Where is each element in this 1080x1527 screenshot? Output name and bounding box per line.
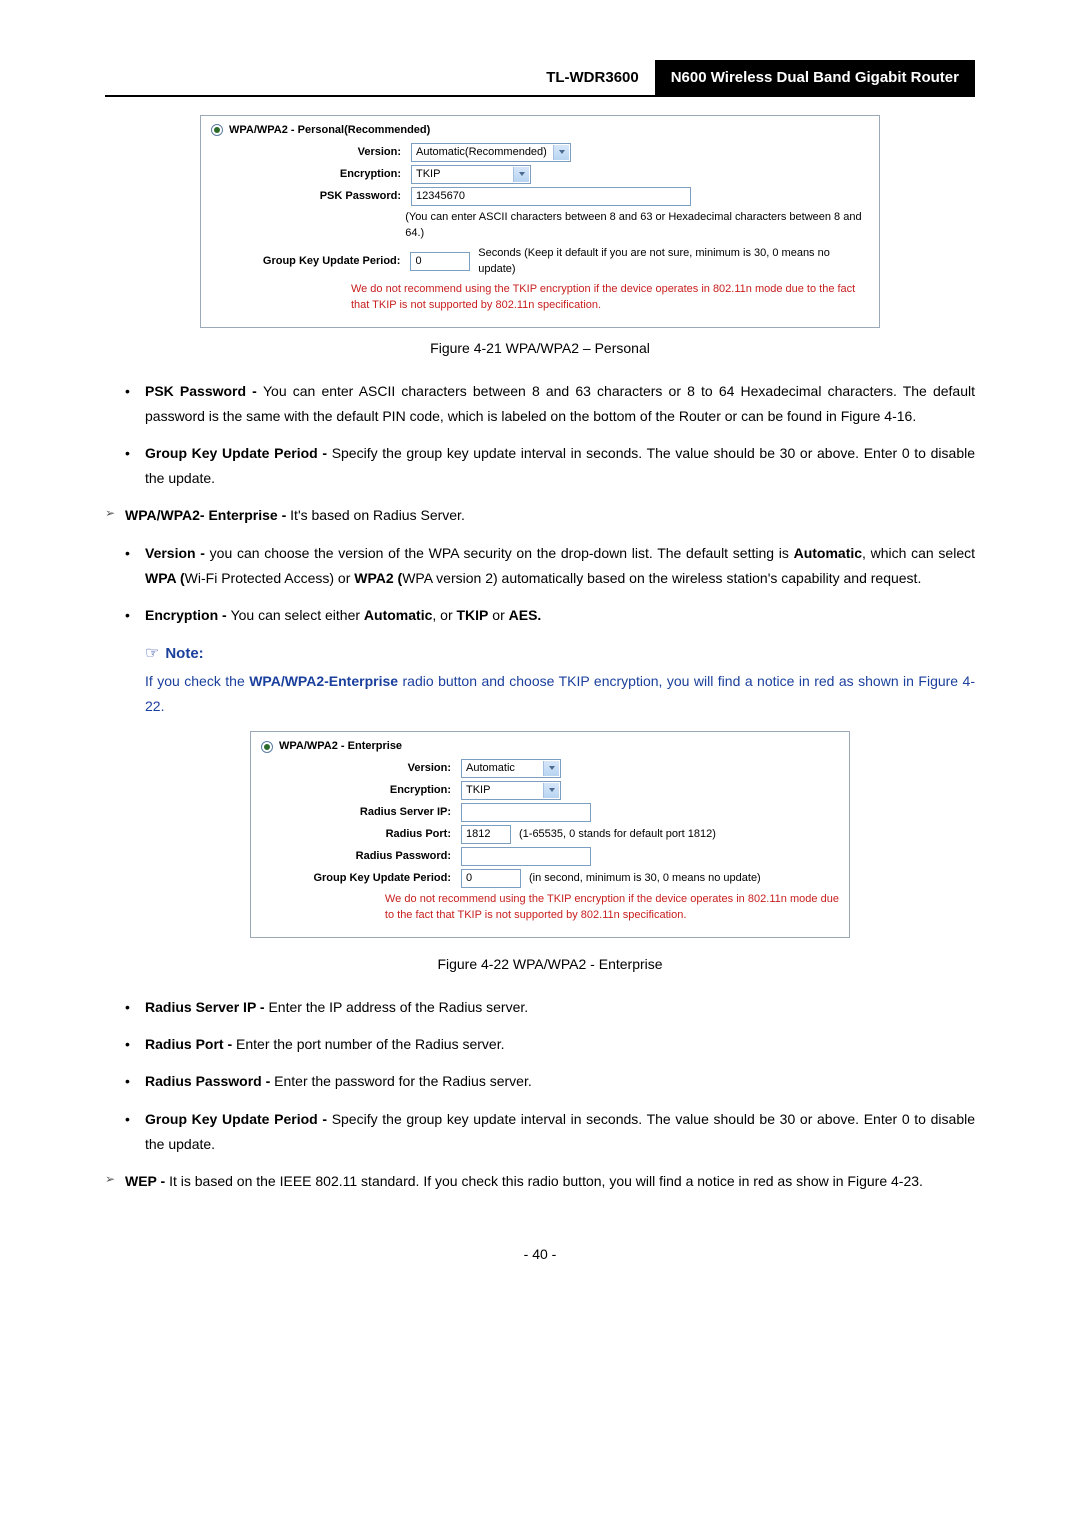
gkp-bullet-label: Group Key Update Period - [145,445,332,461]
gkp-label: Group Key Update Period: [211,253,410,270]
wpa-enterprise-radio[interactable] [261,741,273,753]
enc-text2: , or [432,607,456,623]
ent-tkip-warning: We do not recommend using the TKIP encry… [385,891,839,924]
ent-gkp-bullet: Group Key Update Period - Specify the gr… [145,1107,975,1157]
encryption-label: Encryption: [211,166,411,183]
figure-4-22-panel: WPA/WPA2 - Enterprise Version: Automatic… [250,731,850,938]
rpass-b: Radius Password - [145,1073,274,1089]
note-bold: WPA/WPA2-Enterprise [249,673,398,689]
product-label: N600 Wireless Dual Band Gigabit Router [655,60,975,95]
radius-password-label: Radius Password: [261,848,461,865]
radius-server-ip-input[interactable] [461,803,591,822]
ver-text4: WPA version 2) automatically based on th… [402,570,921,586]
gkp2-b: Group Key Update Period - [145,1111,332,1127]
radius-port-label: Radius Port: [261,826,461,843]
ent-version-value: Automatic [466,760,515,777]
enterprise-encryption-bullet: Encryption - You can select either Autom… [145,603,975,628]
gkp-bullet: Group Key Update Period - Specify the gr… [145,441,975,491]
ent-encryption-value: TKIP [466,782,490,799]
wpa-personal-title: WPA/WPA2 - Personal(Recommended) [229,122,430,139]
ver-auto: Automatic [794,545,862,561]
psk-password-input[interactable]: 12345670 [411,187,691,206]
note-title: Note: [165,645,203,662]
enterprise-arrow-item: WPA/WPA2- Enterprise - It's based on Rad… [125,503,975,1157]
page-number: - 40 - [105,1242,975,1267]
page-header: TL-WDR3600 N600 Wireless Dual Band Gigab… [105,60,975,97]
personal-bullets: PSK Password - You can enter ASCII chara… [105,379,975,492]
enc-text1: You can select either [231,607,364,623]
gkp-input[interactable]: 0 [410,252,470,271]
wep-text: It is based on the IEEE 802.11 standard.… [169,1173,923,1189]
radius-port-input[interactable]: 1812 [461,825,511,844]
enc-text3: or [488,607,508,623]
wep-label: WEP - [125,1173,169,1189]
radius-server-ip-bullet: Radius Server IP - Enter the IP address … [145,995,975,1020]
figure-4-22-caption: Figure 4-22 WPA/WPA2 - Enterprise [125,952,975,977]
ent-gkp-input[interactable]: 0 [461,869,521,888]
version-label: Version: [211,144,411,161]
enc-label: Encryption - [145,607,231,623]
ver-wpa: WPA ( [145,570,185,586]
radius-server-ip-label: Radius Server IP: [261,804,461,821]
ver-text2: , which can select [862,545,975,561]
ent-version-label: Version: [261,760,461,777]
version-select-value: Automatic(Recommended) [416,144,547,161]
note-text1: If you check the [145,673,249,689]
enc-auto: Automatic [364,607,432,623]
ver-label: Version - [145,545,210,561]
rsip-t: Enter the IP address of the Radius serve… [268,999,528,1015]
enterprise-version-bullet: Version - you can choose the version of … [145,541,975,591]
psk-password-label: PSK Password: [211,188,411,205]
ent-version-select[interactable]: Automatic [461,759,561,778]
version-select[interactable]: Automatic(Recommended) [411,143,571,162]
wpa-enterprise-title: WPA/WPA2 - Enterprise [279,738,402,755]
radius-port-bullet: Radius Port - Enter the port number of t… [145,1032,975,1057]
radius-port-hint: (1-65535, 0 stands for default port 1812… [519,826,716,843]
enterprise-detail-bullets: Radius Server IP - Enter the IP address … [125,995,975,1157]
figure-4-21-panel: WPA/WPA2 - Personal(Recommended) Version… [200,115,880,328]
encryption-select-value: TKIP [416,166,440,183]
note-text: If you check the WPA/WPA2-Enterprise rad… [145,669,975,719]
enterprise-arrow-label: WPA/WPA2- Enterprise - [125,507,290,523]
rport-b: Radius Port - [145,1036,236,1052]
enterprise-arrow-text: It's based on Radius Server. [290,507,465,523]
enc-aes: AES. [509,607,542,623]
ent-encryption-label: Encryption: [261,782,461,799]
ver-text3: Wi-Fi Protected Access) or [185,570,355,586]
figure-4-21-caption: Figure 4-21 WPA/WPA2 – Personal [105,336,975,361]
note-hand-icon: ☞ [145,640,159,669]
encryption-select[interactable]: TKIP [411,165,531,184]
psk-bullet: PSK Password - You can enter ASCII chara… [145,379,975,429]
rport-t: Enter the port number of the Radius serv… [236,1036,504,1052]
wpa-personal-title-row: WPA/WPA2 - Personal(Recommended) [211,122,869,139]
psk-hint: (You can enter ASCII characters between … [405,209,869,242]
psk-bullet-text: You can enter ASCII characters between 8… [145,383,975,424]
wpa-personal-radio[interactable] [211,124,223,136]
ver-wpa2: WPA2 ( [354,570,402,586]
wep-arrow-list: WEP - It is based on the IEEE 802.11 sta… [105,1169,975,1194]
rpass-t: Enter the password for the Radius server… [274,1073,532,1089]
gkp-hint: Seconds (Keep it default if you are not … [478,245,869,278]
tkip-warning: We do not recommend using the TKIP encry… [351,281,869,314]
radius-password-bullet: Radius Password - Enter the password for… [145,1069,975,1094]
note-block: ☞ Note: If you check the WPA/WPA2-Enterpr… [125,640,975,719]
wep-arrow-item: WEP - It is based on the IEEE 802.11 sta… [125,1169,975,1194]
enterprise-arrow-list: WPA/WPA2- Enterprise - It's based on Rad… [105,503,975,1157]
model-label: TL-WDR3600 [530,60,655,95]
rsip-b: Radius Server IP - [145,999,268,1015]
enc-tkip: TKIP [457,607,489,623]
psk-bullet-label: PSK Password - [145,383,263,399]
wpa-enterprise-title-row: WPA/WPA2 - Enterprise [261,738,839,755]
radius-password-input[interactable] [461,847,591,866]
ver-text1: you can choose the version of the WPA se… [210,545,794,561]
ent-gkp-label: Group Key Update Period: [261,870,461,887]
ent-encryption-select[interactable]: TKIP [461,781,561,800]
ent-gkp-hint: (in second, minimum is 30, 0 means no up… [529,870,761,887]
